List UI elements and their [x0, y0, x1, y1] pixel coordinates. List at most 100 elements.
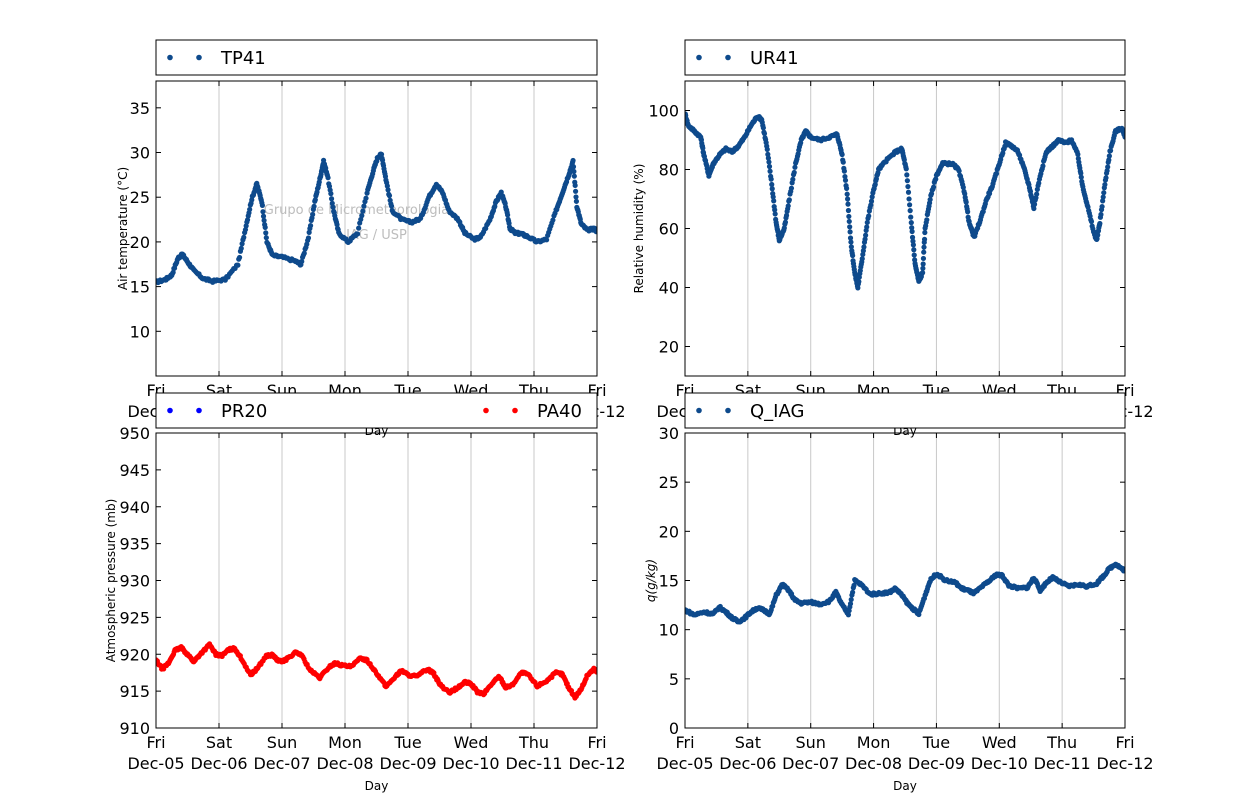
data-point [909, 228, 915, 235]
x-tick-weekday: Sun [267, 733, 297, 752]
y-tick-label: 20 [130, 233, 150, 252]
data-point [761, 130, 768, 137]
x-tick-weekday: Fri [1115, 733, 1134, 752]
data-point [792, 164, 798, 170]
data-point [921, 244, 927, 250]
data-point [844, 196, 851, 202]
data-point [244, 217, 251, 223]
data-point [760, 125, 766, 131]
data-point [301, 250, 307, 256]
y-tick-label: 920 [119, 645, 150, 664]
y-tick-label: 0 [669, 719, 679, 738]
data-point [361, 203, 367, 209]
legend-marker [725, 407, 731, 414]
data-point [770, 194, 776, 200]
data-point [921, 236, 928, 242]
data-point [299, 258, 305, 265]
data-point [782, 219, 789, 225]
data-point [571, 173, 577, 179]
data-point [909, 225, 915, 231]
data-point [785, 203, 791, 209]
data-point [848, 596, 854, 603]
data-point [907, 208, 913, 214]
data-point [1102, 181, 1108, 188]
y-tick-label: 10 [130, 322, 150, 341]
data-point [700, 145, 706, 151]
data-point [844, 191, 850, 197]
data-point [783, 212, 790, 219]
data-point [1088, 218, 1095, 225]
data-point [908, 214, 914, 220]
y-tick-label: 20 [659, 338, 679, 357]
data-point [766, 159, 772, 165]
data-point [848, 239, 854, 245]
data-point [1099, 203, 1105, 210]
x-tick-date: Dec-08 [316, 754, 373, 773]
data-point [850, 589, 856, 595]
data-point [847, 224, 853, 230]
legend-label: PR20 [221, 401, 267, 422]
legend-marker [725, 54, 731, 61]
data-point [1034, 191, 1040, 197]
x-tick-date: Dec-05 [127, 754, 184, 773]
data-point [1031, 205, 1037, 212]
data-point [594, 669, 597, 675]
legend-box [684, 39, 1126, 76]
data-point [505, 212, 511, 218]
data-point [911, 252, 917, 258]
y-tick-label: 30 [130, 144, 150, 163]
legend: TP41 [155, 39, 598, 76]
data-point [570, 157, 576, 164]
legend-marker [196, 54, 202, 61]
data-point [310, 211, 316, 218]
data-point [920, 261, 926, 267]
y-tick-label: 10 [659, 621, 679, 640]
x-tick-date: Dec-09 [379, 754, 436, 773]
x-tick-date: Dec-08 [845, 754, 902, 773]
y-tick-label: 30 [659, 424, 679, 443]
data-point [844, 185, 850, 191]
data-point [764, 146, 770, 152]
x-tick-weekday: Thu [1046, 733, 1077, 752]
data-point [263, 230, 269, 236]
data-point [766, 163, 773, 170]
data-point [384, 183, 390, 189]
data-point [305, 235, 312, 241]
data-points [685, 561, 1125, 625]
data-point [772, 207, 778, 213]
data-point [767, 168, 773, 174]
data-point [1040, 163, 1046, 169]
data-point [920, 255, 927, 262]
y-tick-label: 35 [130, 99, 150, 118]
data-point [921, 249, 927, 255]
data-point [247, 206, 253, 213]
data-points [685, 111, 1125, 291]
y-tick-label: 60 [659, 220, 679, 239]
data-point [334, 221, 340, 228]
data-point [330, 204, 336, 210]
data-point [933, 176, 939, 182]
y-tick-label: 930 [119, 572, 150, 591]
y-tick-label: 950 [119, 424, 150, 443]
data-point [261, 217, 267, 224]
x-tick-date: Dec-10 [971, 754, 1028, 773]
data-point [1031, 201, 1038, 207]
data-point [920, 265, 926, 271]
data-point [1101, 190, 1107, 196]
data-point [312, 197, 318, 203]
legend-box [155, 39, 598, 76]
data-point [769, 181, 775, 188]
legend-marker [167, 407, 173, 414]
x-tick-date: Dec-07 [253, 754, 310, 773]
data-point [840, 159, 846, 165]
data-point [905, 189, 912, 195]
legend-label: UR41 [750, 48, 799, 69]
data-point [325, 175, 331, 181]
data-point [360, 208, 366, 214]
axes-frame [155, 432, 598, 729]
data-point [869, 194, 875, 200]
x-tick-date: Dec-12 [568, 754, 625, 773]
legend: PR20 PA40 [155, 392, 598, 429]
data-point [903, 166, 909, 172]
x-tick-weekday: Wed [982, 733, 1017, 752]
